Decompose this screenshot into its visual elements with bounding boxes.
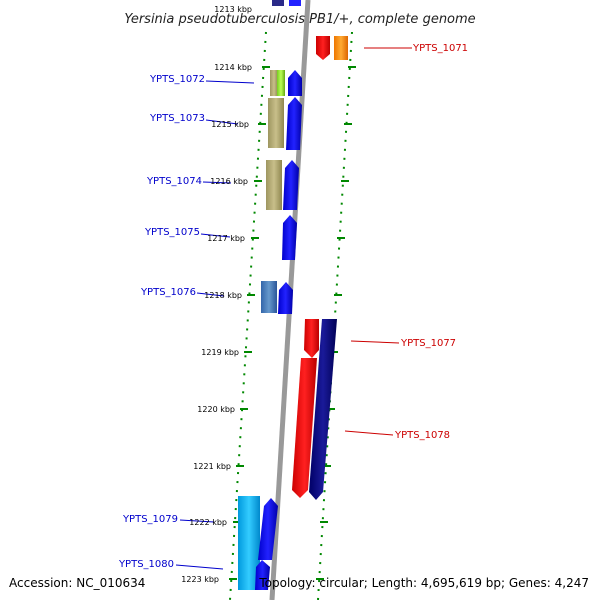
leader-line (205, 80, 255, 84)
kbp-label: 1217 kbp (207, 234, 245, 243)
gene-arrow-partial-top-blue[interactable] (289, 0, 301, 6)
leader-line (350, 340, 400, 344)
leader-lines (175, 47, 412, 570)
kbp-label: 1219 kbp (201, 348, 239, 357)
kbp-ticks (229, 66, 356, 580)
gene-arrow-ypts-1076-steel[interactable] (261, 281, 277, 313)
gene-arrow-ypts-1073[interactable] (286, 97, 302, 150)
gene-arrow-ypts-1074[interactable] (283, 160, 299, 210)
gene-label-ypts-1075[interactable]: YPTS_1075 (144, 227, 200, 238)
gene-arrow-ypts-1078-red[interactable] (292, 358, 317, 498)
right-gene-labels: YPTS_1071 YPTS_1077 YPTS_1078 (394, 43, 468, 441)
leader-line (196, 292, 225, 297)
right-strand-genes (292, 36, 348, 500)
left-gene-labels: YPTS_1072 YPTS_1073 YPTS_1074 YPTS_1075 … (118, 74, 205, 570)
left-strand-genes (238, 70, 302, 590)
kbp-label: 1220 kbp (197, 405, 235, 414)
gene-arrow-ypts-1078[interactable] (309, 319, 337, 500)
map-title: Yersinia pseudotuberculosis PB1/+, compl… (124, 12, 475, 27)
gene-arrow-ypts-1077[interactable] (304, 319, 319, 358)
gene-arrow-ypts-1075[interactable] (282, 215, 297, 260)
kbp-label: 1218 kbp (204, 291, 242, 300)
leader-line (179, 519, 215, 523)
gene-arrow-ypts-1074-olive[interactable] (266, 160, 282, 210)
kbp-label: 1223 kbp (181, 575, 219, 584)
accession-text: Accession: NC_010634 (9, 576, 145, 590)
gene-arrow-orange[interactable] (334, 36, 348, 60)
gene-arrow-ypts-1073-olive[interactable] (268, 98, 284, 148)
kbp-label: 1214 kbp (214, 63, 252, 72)
gene-label-ypts-1079[interactable]: YPTS_1079 (122, 514, 178, 525)
leader-line (202, 181, 232, 184)
kbp-label: 1216 kbp (210, 177, 248, 186)
gene-arrow-ypts-1080[interactable] (255, 560, 270, 590)
gene-arrow-ypts-1071[interactable] (316, 36, 330, 60)
kbp-label: 1213 kbp (214, 5, 252, 14)
gene-label-ypts-1076[interactable]: YPTS_1076 (140, 287, 196, 298)
kbp-label: 1222 kbp (189, 518, 227, 527)
gene-label-ypts-1080[interactable]: YPTS_1080 (118, 559, 174, 570)
gene-arrow-ypts-1079[interactable] (258, 498, 278, 560)
gene-arrow-ypts-1072-olive[interactable] (270, 70, 278, 96)
right-dotted-track (317, 31, 353, 600)
kbp-label: 1221 kbp (193, 462, 231, 471)
leader-line (200, 233, 231, 238)
gene-arrow-ypts-1072[interactable] (288, 70, 302, 96)
gene-arrow-ypts-1072-lime[interactable] (277, 70, 285, 96)
topology-text: Topology: circular; Length: 4,695,619 bp… (258, 576, 589, 590)
leader-line (344, 430, 394, 436)
gene-label-ypts-1071[interactable]: YPTS_1071 (412, 43, 468, 54)
gene-label-ypts-1077[interactable]: YPTS_1077 (400, 338, 456, 349)
leader-line (175, 564, 224, 570)
gene-arrow-ypts-1079-cyan[interactable] (238, 496, 260, 590)
gene-label-ypts-1073[interactable]: YPTS_1073 (149, 113, 205, 124)
kbp-labels: 1213 kbp 1214 kbp 1215 kbp 1216 kbp 1217… (181, 5, 252, 584)
gene-label-ypts-1072[interactable]: YPTS_1072 (149, 74, 205, 85)
gene-arrow-ypts-1076[interactable] (278, 282, 293, 314)
kbp-label: 1215 kbp (211, 120, 249, 129)
leader-line (205, 119, 239, 125)
gene-label-ypts-1078[interactable]: YPTS_1078 (394, 430, 450, 441)
gene-arrow-partial-top-navy[interactable] (272, 0, 284, 6)
gene-label-ypts-1074[interactable]: YPTS_1074 (146, 176, 202, 187)
